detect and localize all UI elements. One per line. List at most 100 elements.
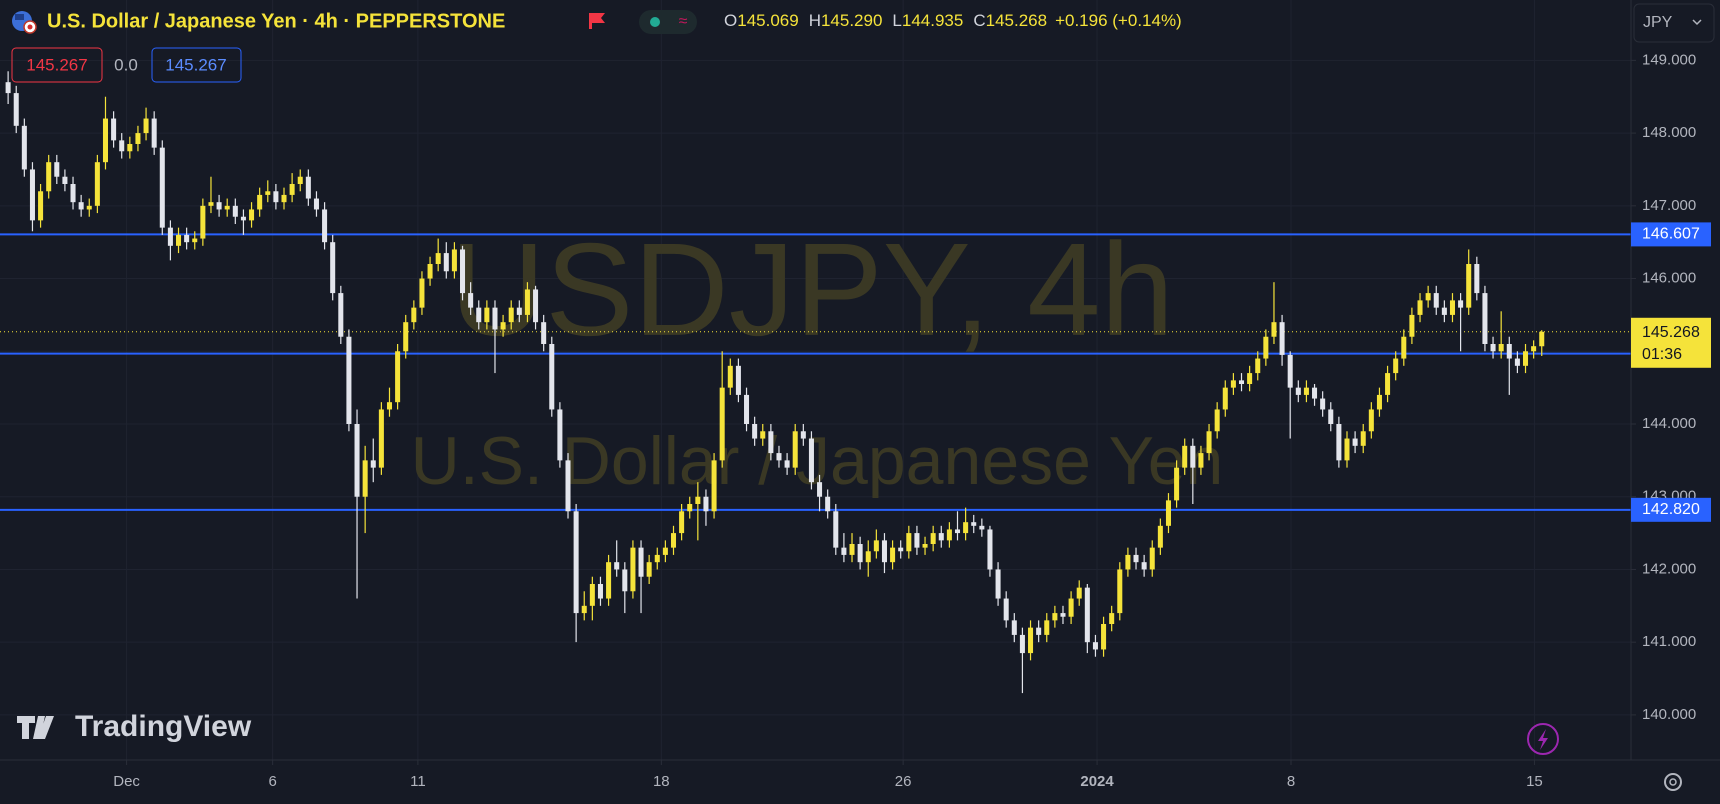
indicator-value: 0.0 xyxy=(114,55,138,74)
candle-body xyxy=(54,162,60,177)
candle-body xyxy=(1458,300,1464,308)
candle-body xyxy=(289,184,295,195)
candle-body xyxy=(1109,613,1115,624)
brand-name[interactable]: TradingView xyxy=(75,710,252,743)
candle-body xyxy=(78,202,84,210)
indicator-box-red[interactable] xyxy=(11,47,103,83)
brand-logo: TradingView xyxy=(17,710,252,743)
candle-body xyxy=(411,307,417,323)
candle-body xyxy=(403,322,409,352)
candle-body xyxy=(1157,525,1163,548)
x-tick-label: 2024 xyxy=(1080,773,1114,790)
flag-icon[interactable] xyxy=(589,13,605,29)
ohlc-key: H xyxy=(809,11,821,30)
candle-body xyxy=(987,529,993,570)
candle-body xyxy=(971,522,977,526)
candle-body xyxy=(1328,409,1334,424)
candle-body xyxy=(1125,554,1131,570)
candle-body xyxy=(484,307,490,323)
candle-body xyxy=(817,482,823,497)
candle-body xyxy=(565,460,571,512)
candle-body xyxy=(524,289,530,315)
y-tick-label: 148.000 xyxy=(1642,124,1696,141)
x-tick-label: 15 xyxy=(1526,773,1543,790)
candle-body xyxy=(1320,398,1326,410)
indicator-box-blue[interactable] xyxy=(151,47,242,83)
candle-body xyxy=(281,194,287,203)
symbol-title[interactable]: U.S. Dollar / Japanese Yen · 4h · PEPPER… xyxy=(47,10,505,32)
candle-body xyxy=(265,191,271,195)
candle-body xyxy=(322,209,328,243)
y-tick-label: 140.000 xyxy=(1642,706,1696,723)
candle-body xyxy=(1312,387,1318,399)
candle-body xyxy=(979,525,985,530)
level-label-box xyxy=(1631,497,1711,522)
candle-body xyxy=(5,82,11,94)
candle-body xyxy=(1198,453,1204,468)
candle-body xyxy=(338,293,344,337)
candle-body xyxy=(135,133,141,144)
candle-body xyxy=(533,289,539,323)
candle-body xyxy=(849,544,855,555)
x-tick-label: 26 xyxy=(895,773,912,790)
candle-body xyxy=(313,198,319,210)
candle-body xyxy=(1101,624,1107,650)
candle-body xyxy=(622,569,628,592)
settings-button[interactable] xyxy=(1664,773,1682,791)
candle-body xyxy=(102,118,109,163)
candle-body xyxy=(143,118,149,134)
lightning-button[interactable] xyxy=(1527,723,1559,755)
candle-body xyxy=(1222,387,1228,410)
candle-body xyxy=(890,547,896,563)
candle-body xyxy=(1417,300,1423,315)
candle-body xyxy=(938,533,944,541)
wave-icon: ≈ xyxy=(679,13,688,30)
ohlc-value: 145.268 xyxy=(986,11,1047,30)
candle-body xyxy=(200,205,206,239)
candle-body xyxy=(249,209,255,221)
candle-body xyxy=(159,147,165,228)
settings-icon-center xyxy=(1669,778,1677,786)
candle-body xyxy=(1190,445,1196,468)
candle-body xyxy=(808,438,814,483)
candle-body xyxy=(687,504,693,512)
y-tick-label: 142.000 xyxy=(1642,560,1696,577)
candle-body xyxy=(111,118,117,141)
candle-body xyxy=(395,351,401,403)
candle-body xyxy=(1044,620,1050,635)
candle-body xyxy=(930,533,936,544)
currency-dropdown[interactable] xyxy=(1633,3,1715,43)
candle-body xyxy=(1539,331,1545,347)
candle-body xyxy=(1255,358,1261,374)
candle-body xyxy=(1425,293,1431,301)
candle-body xyxy=(1449,300,1455,315)
candle-body xyxy=(378,409,384,468)
candle-body xyxy=(1466,264,1472,308)
candle-body xyxy=(1401,336,1407,359)
candle-body xyxy=(1019,634,1025,654)
y-tick-label: 146.000 xyxy=(1642,270,1696,287)
price-axis xyxy=(1631,0,1720,760)
candle-body xyxy=(1441,307,1447,315)
candle-body xyxy=(1068,598,1074,617)
x-tick-label: 11 xyxy=(410,773,426,790)
candle-body xyxy=(857,544,863,563)
candle-body xyxy=(176,234,182,246)
candle-body xyxy=(654,554,660,563)
candle-body xyxy=(792,431,798,468)
candle-body xyxy=(167,227,173,246)
ohlc-legend: O145.069 H145.290 L144.935 C145.268 +0.196 (… xyxy=(724,11,1182,30)
candle-body xyxy=(800,431,806,439)
candle-body xyxy=(922,544,928,548)
candle-body xyxy=(1028,627,1034,654)
candle-body xyxy=(1385,373,1391,395)
candle-body xyxy=(86,205,92,210)
candle-body xyxy=(1409,314,1415,337)
candle-body xyxy=(1036,627,1042,635)
countdown-label: 01:36 xyxy=(1642,346,1682,363)
market-status-pill[interactable] xyxy=(639,10,697,34)
candle-body xyxy=(151,118,157,148)
candle-body xyxy=(719,387,725,461)
candle-body xyxy=(508,307,514,323)
candle-body xyxy=(257,194,263,210)
